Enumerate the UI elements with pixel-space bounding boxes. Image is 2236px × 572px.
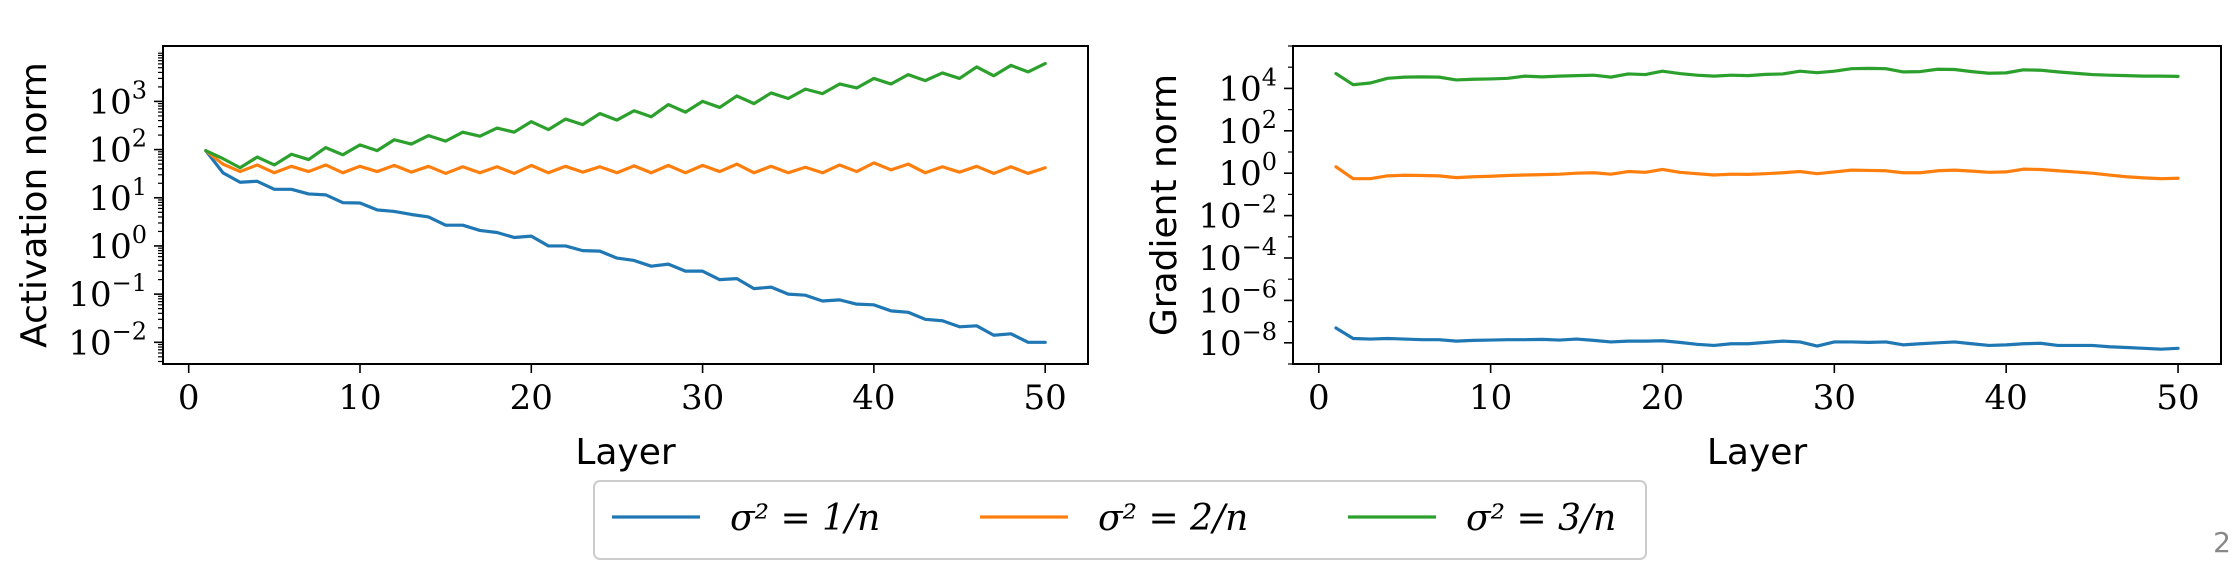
legend-box: [593, 480, 1647, 560]
page-number: 2: [2213, 526, 2231, 559]
activation-xtick-label-0: 0: [178, 378, 200, 418]
activation-xtick-label-10: 10: [338, 378, 381, 418]
gradient-series-sigma2-3-n-line: [1334, 66, 2180, 87]
activation-plot-frame: [162, 45, 1089, 365]
legend-label-3: σ² = 3/n: [1466, 498, 1616, 539]
activation-xtick-label-20: 20: [510, 378, 553, 418]
activation-ytick-label-1: 101: [88, 173, 147, 219]
gradient-xtick-label-20: 20: [1641, 378, 1684, 418]
activation-ytick-label-3: 103: [88, 76, 147, 122]
gradient-xtick-label-30: 30: [1813, 378, 1856, 418]
activation-series-sigma2-1-n-line: [204, 149, 1047, 344]
gradient-ytick-label-0: 100: [1218, 148, 1277, 194]
gradient-series-sigma2-2-n-line: [1334, 165, 2180, 181]
activation-ytick-label-2: 102: [88, 125, 147, 171]
activation-ytick-label-0: 100: [88, 221, 147, 267]
gradient-plot-frame: [1292, 45, 2222, 365]
gradient-ytick-label--2: 10−2: [1198, 191, 1277, 237]
activation-y-axis-title: Activation norm: [14, 62, 55, 348]
gradient-y-axis-title: Gradient norm: [1144, 74, 1185, 336]
gradient-xtick-label-40: 40: [1985, 378, 2028, 418]
gradient-xtick-label-0: 0: [1308, 378, 1330, 418]
gradient-xtick-label-10: 10: [1469, 378, 1512, 418]
legend-label-1: σ² = 1/n: [730, 498, 880, 539]
gradient-ytick-label-2: 102: [1218, 106, 1277, 152]
gradient-ytick-label--6: 10−6: [1198, 275, 1277, 321]
gradient-series-sigma2-1-n-line: [1334, 326, 2180, 351]
legend-label-2: σ² = 2/n: [1098, 498, 1248, 539]
activation-xtick-label-30: 30: [681, 378, 724, 418]
gradient-x-axis-title: Layer: [1707, 432, 1808, 473]
activation-series-sigma2-2-n-line: [204, 149, 1047, 176]
activation-xtick-label-50: 50: [1024, 378, 1067, 418]
activation-ytick-label--1: 10−1: [68, 269, 147, 315]
activation-xtick-label-40: 40: [852, 378, 895, 418]
legend: σ² = 1/n σ² = 2/n σ² = 3/n: [593, 480, 1647, 560]
gradient-xtick-label-50: 50: [2156, 378, 2199, 418]
activation-series-sigma2-3-n-line: [204, 61, 1047, 170]
activation-ytick-label--2: 10−2: [68, 317, 147, 363]
activation-x-axis-title: Layer: [575, 432, 676, 473]
gradient-ytick-label--4: 10−4: [1198, 233, 1277, 279]
gradient-ytick-label-4: 104: [1218, 63, 1277, 109]
gradient-ytick-label--8: 10−8: [1198, 318, 1277, 364]
